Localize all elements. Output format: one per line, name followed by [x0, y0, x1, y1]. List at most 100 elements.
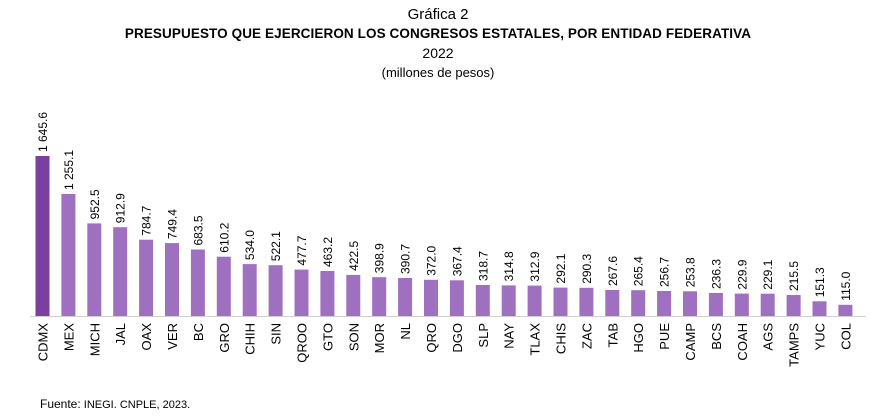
value-label-camp: 253.8 [684, 257, 698, 287]
value-label-sin: 522.1 [269, 231, 283, 261]
value-label-bcs: 236.3 [709, 259, 723, 289]
category-label-hgo: HGO [631, 323, 646, 353]
bar-nay [501, 285, 516, 316]
bar-son [346, 274, 361, 316]
value-label-qro: 372.0 [425, 245, 439, 275]
bar-sin [268, 265, 283, 316]
category-label-slp: SLP [476, 323, 491, 348]
value-label-mor: 398.9 [373, 243, 387, 273]
bar-zac [579, 287, 594, 316]
bar-dgo [449, 280, 464, 316]
source-label: Fuente: [40, 397, 81, 411]
value-label-oax: 784.7 [140, 205, 154, 235]
value-label-dgo: 367.4 [450, 246, 464, 276]
value-label-chis: 292.1 [554, 253, 568, 283]
category-label-sin: SIN [269, 323, 284, 345]
bars-group [35, 156, 853, 316]
category-label-ags: AGS [761, 323, 776, 351]
category-label-bcs: BCS [709, 323, 724, 350]
bar-ags [760, 293, 775, 316]
value-label-son: 422.5 [347, 241, 361, 271]
bar-gro [216, 256, 231, 316]
value-label-mich: 952.5 [88, 189, 102, 219]
bar-oax [139, 239, 154, 316]
bar-yuc [812, 301, 827, 316]
category-label-tab: TAB [605, 323, 620, 347]
bar-tlax [527, 285, 542, 316]
category-label-pue: PUE [657, 323, 672, 350]
bar-gto [320, 271, 335, 316]
bar-mex [61, 194, 76, 316]
bar-hgo [631, 290, 646, 316]
category-label-dgo: DGO [450, 323, 465, 353]
category-label-gro: GRO [217, 323, 232, 353]
bar-tab [605, 290, 620, 316]
category-label-tlax: TLAX [528, 323, 543, 356]
value-label-nl: 390.7 [399, 244, 413, 274]
bar-qroo [294, 269, 309, 316]
value-label-mex: 1 255.1 [62, 150, 76, 190]
bar-bcs [708, 293, 723, 316]
category-label-mex: MEX [61, 323, 76, 352]
chart-title: PRESUPUESTO QUE EJERCIERON LOS CONGRESOS… [124, 26, 752, 41]
value-label-nay: 314.8 [502, 251, 516, 281]
value-labels-group: 1 645.6 1 255.1 952.5 912.9 784.7 749.4 683.5 6… [36, 112, 853, 301]
bar-pue [657, 291, 672, 316]
value-label-bc: 683.5 [191, 215, 205, 245]
category-labels-group: CDMX MEX MICH JAL OAX VER BC GRO CHIH SIN QROO GTO S… [36, 323, 854, 367]
bar-tamps [786, 295, 801, 316]
category-label-bc: BC [191, 323, 206, 341]
bar-coah [734, 293, 749, 316]
value-label-jal: 912.9 [114, 193, 128, 223]
category-label-tamps: TAMPS [787, 323, 802, 367]
bar-qro [424, 279, 438, 316]
value-label-tlax: 312.9 [528, 251, 542, 281]
value-label-ags: 229.1 [761, 259, 775, 289]
chart-label: Gráfica 2 [407, 6, 469, 23]
source-text: INEGI. CNPLE, 2023. [80, 399, 191, 411]
category-label-qro: QRO [424, 323, 439, 353]
bar-camp [683, 291, 697, 316]
bar-mich [87, 223, 102, 316]
category-label-son: SON [346, 323, 361, 351]
category-label-cdmx: CDMX [36, 323, 51, 362]
value-label-tamps: 215.5 [787, 261, 801, 291]
value-label-tab: 267.6 [606, 256, 620, 286]
chart-units: (millones de pesos) [381, 65, 495, 80]
value-label-cdmx: 1 645.6 [36, 112, 50, 152]
category-label-col: COL [838, 323, 853, 350]
category-label-gto: GTO [320, 323, 335, 351]
value-label-gto: 463.2 [321, 237, 335, 267]
bar-chih [242, 264, 257, 316]
chart-year: 2022 [422, 45, 454, 61]
category-label-oax: OAX [139, 323, 154, 351]
category-label-nay: NAY [502, 323, 517, 349]
category-label-mor: MOR [372, 323, 387, 353]
category-label-camp: CAMP [683, 323, 698, 361]
value-label-slp: 318.7 [476, 251, 490, 281]
category-label-coah: COAH [735, 323, 750, 361]
bar-slp [475, 285, 490, 316]
category-label-chis: CHIS [554, 323, 569, 354]
bar-mor [372, 277, 387, 316]
value-label-pue: 256.7 [658, 257, 672, 287]
bar-ver [165, 243, 179, 316]
bar-nl [398, 278, 413, 316]
category-label-qroo: QROO [295, 323, 310, 363]
value-label-yuc: 151.3 [813, 267, 827, 297]
bar-col [838, 304, 853, 316]
source-note: Fuente: INEGI. CNPLE, 2023. [40, 397, 190, 411]
bar-bc [190, 249, 205, 316]
value-label-hgo: 265.4 [632, 256, 646, 286]
category-label-nl: NL [398, 323, 413, 340]
value-label-col: 115.0 [839, 271, 853, 300]
category-label-mich: MICH [87, 323, 102, 356]
value-label-chih: 534.0 [243, 230, 257, 260]
value-label-ver: 749.4 [166, 209, 180, 239]
category-label-ver: VER [165, 323, 180, 350]
bar-chis [553, 287, 568, 316]
category-label-chih: CHIH [243, 323, 258, 355]
bar-cdmx [35, 156, 50, 316]
value-label-qroo: 477.7 [295, 235, 309, 265]
